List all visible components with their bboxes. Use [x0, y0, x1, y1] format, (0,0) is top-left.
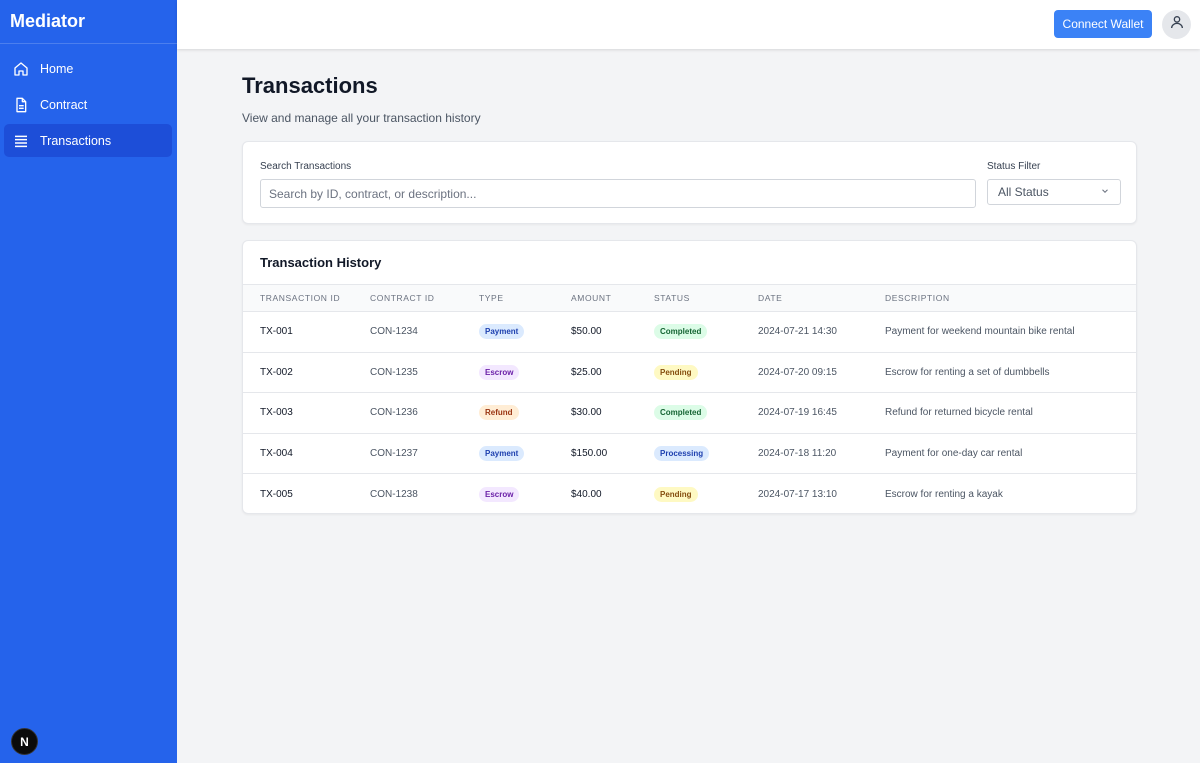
column-header: Type	[479, 293, 504, 303]
home-icon	[13, 61, 29, 77]
brand-logo[interactable]: Mediator	[0, 0, 177, 44]
description-cell: Escrow for renting a kayak	[885, 488, 1003, 500]
amount-cell: $25.00	[571, 366, 602, 378]
user-avatar[interactable]	[1162, 10, 1191, 39]
status-badge: Processing	[654, 445, 710, 461]
amount-cell: $150.00	[571, 447, 608, 459]
type-cell: Escrow	[479, 486, 571, 502]
top-header: Connect Wallet	[177, 0, 1200, 49]
sidebar-item-contract[interactable]: Contract	[4, 88, 172, 121]
column-header: Description	[885, 293, 950, 303]
description-cell: Payment for weekend mountain bike rental	[885, 326, 1075, 338]
page-title: Transactions	[242, 73, 378, 98]
transaction-id-cell: TX-004	[260, 447, 293, 459]
date-cell: 2024-07-19 16:45	[758, 407, 837, 419]
table-row[interactable]: TX-001 CON-1234 Payment $50.00 Completed 2024…	[243, 312, 1136, 353]
transaction-history-card: Transaction History Transaction ID Contr…	[242, 240, 1137, 514]
type-cell: Escrow	[479, 364, 571, 380]
table-row[interactable]: TX-003 CON-1236 Refund $30.00 Completed 2024-…	[243, 393, 1136, 434]
date-cell: 2024-07-18 11:20	[758, 447, 837, 459]
date-cell: 2024-07-20 09:15	[758, 366, 837, 378]
table-row[interactable]: TX-005 CON-1238 Escrow $40.00 Pending 2024-07…	[243, 474, 1136, 513]
contract-id-cell: CON-1234	[370, 326, 418, 338]
chevron-down-icon	[1100, 185, 1110, 199]
table-title: Transaction History	[260, 255, 382, 270]
column-header: Transaction ID	[260, 293, 341, 303]
status-cell: Pending	[654, 486, 758, 502]
user-icon	[1169, 14, 1185, 35]
sidebar-nav: Home Contract Transactions	[0, 44, 177, 157]
nextjs-badge-icon[interactable]: N	[11, 728, 38, 755]
status-cell: Completed	[654, 324, 758, 340]
contract-id-cell: CON-1237	[370, 447, 418, 459]
status-cell: Pending	[654, 364, 758, 380]
date-cell: 2024-07-21 14:30	[758, 326, 837, 338]
type-cell: Payment	[479, 445, 571, 461]
connect-wallet-button[interactable]: Connect Wallet	[1054, 10, 1152, 38]
type-cell: Refund	[479, 405, 571, 421]
type-badge: Payment	[479, 445, 525, 461]
table-header: Transaction ID Contract ID Type Amount S…	[243, 284, 1136, 312]
description-cell: Payment for one-day car rental	[885, 447, 1023, 459]
search-input[interactable]	[260, 179, 976, 208]
sidebar-item-label: Home	[40, 61, 74, 76]
amount-cell: $40.00	[571, 488, 602, 500]
type-badge: Escrow	[479, 364, 520, 380]
page-subtitle: View and manage all your transaction his…	[242, 111, 481, 125]
sidebar-item-home[interactable]: Home	[4, 52, 172, 85]
column-header: Status	[654, 293, 690, 303]
document-icon	[13, 97, 29, 113]
description-cell: Escrow for renting a set of dumbbells	[885, 366, 1050, 378]
status-badge: Pending	[654, 486, 698, 502]
contract-id-cell: CON-1238	[370, 488, 418, 500]
status-filter-value: All Status	[998, 185, 1049, 199]
main-content: Transactions View and manage all your tr…	[242, 70, 1137, 514]
column-header: Amount	[571, 293, 612, 303]
transaction-id-cell: TX-003	[260, 407, 293, 419]
search-label: Search Transactions	[260, 161, 352, 172]
sidebar-item-transactions[interactable]: Transactions	[4, 124, 172, 157]
type-badge: Refund	[479, 405, 519, 421]
table-body: TX-001 CON-1234 Payment $50.00 Completed 2024…	[243, 312, 1136, 513]
transaction-id-cell: TX-002	[260, 366, 293, 378]
sidebar: Mediator Home Contract Transactions N	[0, 0, 177, 763]
list-icon	[13, 133, 29, 149]
amount-cell: $30.00	[571, 407, 602, 419]
status-badge: Completed	[654, 405, 708, 421]
type-badge: Escrow	[479, 486, 520, 502]
description-cell: Refund for returned bicycle rental	[885, 407, 1033, 419]
column-header: Contract ID	[370, 293, 435, 303]
transaction-id-cell: TX-005	[260, 488, 293, 500]
column-header: Date	[758, 293, 783, 303]
amount-cell: $50.00	[571, 326, 602, 338]
status-badge: Pending	[654, 364, 698, 380]
type-cell: Payment	[479, 324, 571, 340]
status-filter-label: Status Filter	[987, 161, 1041, 172]
status-cell: Completed	[654, 405, 758, 421]
status-cell: Processing	[654, 445, 758, 461]
table-row[interactable]: TX-004 CON-1237 Payment $150.00 Processing 20…	[243, 434, 1136, 474]
sidebar-item-label: Transactions	[40, 133, 112, 148]
transaction-id-cell: TX-001	[260, 326, 293, 338]
status-filter-select[interactable]: All Status	[987, 179, 1121, 205]
sidebar-item-label: Contract	[40, 97, 88, 112]
contract-id-cell: CON-1236	[370, 407, 418, 419]
status-badge: Completed	[654, 324, 708, 340]
table-row[interactable]: TX-002 CON-1235 Escrow $25.00 Pending 2024-07…	[243, 353, 1136, 393]
date-cell: 2024-07-17 13:10	[758, 488, 837, 500]
type-badge: Payment	[479, 324, 525, 340]
contract-id-cell: CON-1235	[370, 366, 418, 378]
filter-card: Search Transactions Status Filter All St…	[242, 141, 1137, 224]
